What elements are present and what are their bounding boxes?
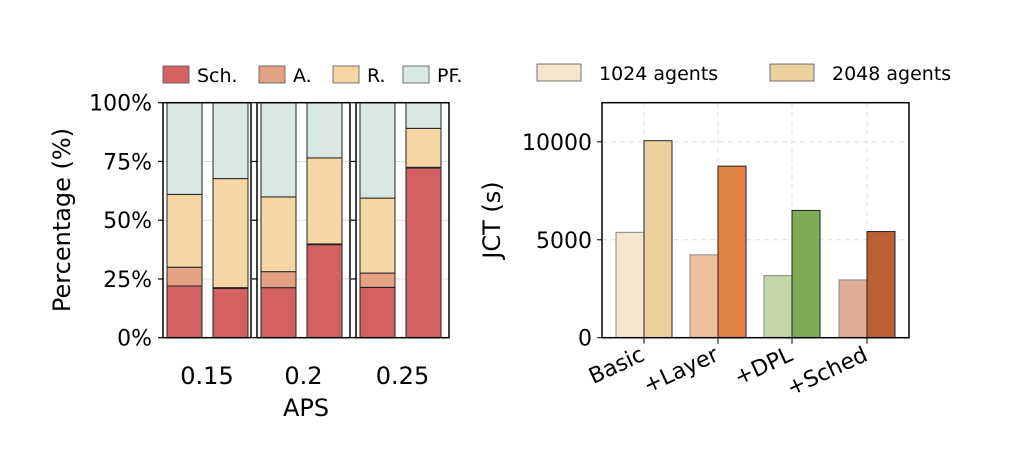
bar-segment-Sch.: [306, 244, 343, 339]
bar-segment-Sch.: [260, 287, 297, 339]
legend-2048-swatch: [769, 63, 815, 82]
bar-segment-R.: [359, 197, 396, 274]
legend-label: Sch.: [197, 65, 238, 87]
bar-segment-Sch.: [359, 286, 396, 339]
x-tick-label: +Sched: [783, 342, 871, 401]
bar-segment-R.: [306, 157, 343, 245]
y-tick-label: 0%: [117, 327, 152, 352]
bar-segment-A.: [260, 271, 297, 289]
legend-label: R.: [367, 65, 386, 87]
legend-swatch: [332, 65, 360, 84]
y-axis-label: Percentage (%): [48, 128, 76, 312]
bar-segment-R.: [212, 178, 249, 289]
y-tick-label: 10000: [522, 131, 592, 156]
bar-segment-PF.: [405, 102, 442, 129]
bar-+Sched-0: [838, 279, 868, 339]
bar-+Sched-1: [866, 231, 896, 339]
axes-frame: [601, 101, 910, 339]
x-group-label: 0.25: [376, 362, 429, 390]
panel-0: 0.15: [158, 101, 252, 390]
x-group-label: 0.2: [284, 362, 322, 390]
panel-2: 0.25: [351, 101, 450, 390]
legend-swatch: [162, 65, 190, 84]
bar-Basic-0: [615, 231, 645, 339]
legend-swatch: [402, 65, 430, 84]
bar-+DPL-0: [763, 275, 793, 339]
x-axis-label: APS: [283, 394, 329, 422]
bar-segment-PF.: [260, 102, 297, 198]
bar-+Layer-0: [689, 254, 719, 339]
bar-segment-A.: [166, 266, 203, 287]
bar-+Layer-1: [717, 165, 747, 339]
y-tick-label: 5000: [536, 229, 592, 254]
bar-segment-A.: [359, 272, 396, 288]
x-tick-label: Basic: [585, 342, 648, 389]
legend-2048-label: 2048 agents: [832, 63, 951, 85]
panel-1: 0.2: [252, 101, 351, 390]
y-axis-label: JCT (s): [478, 181, 506, 260]
y-tick-label: 75%: [103, 150, 152, 175]
legend-swatch: [258, 65, 286, 84]
bar-+DPL-1: [791, 209, 821, 339]
y-tick-label: 0: [578, 327, 592, 352]
bar-segment-Sch.: [212, 287, 249, 339]
y-tick-label: 50%: [103, 209, 152, 234]
legend-label: PF.: [437, 65, 462, 87]
y-tick-label: 25%: [103, 268, 152, 293]
bar-segment-R.: [260, 196, 297, 273]
bar-segment-PF.: [359, 102, 396, 199]
bar-Basic-1: [643, 140, 673, 339]
x-group-label: 0.15: [180, 362, 233, 390]
legend-1024-label: 1024 agents: [599, 63, 718, 85]
legend-1024-swatch: [536, 63, 582, 82]
bar-segment-PF.: [212, 102, 249, 180]
bar-segment-Sch.: [166, 285, 203, 339]
y-tick-label: 100%: [89, 92, 152, 117]
bar-segment-R.: [166, 193, 203, 268]
x-tick-label: +Layer: [640, 342, 724, 399]
legend-label: A.: [293, 65, 312, 87]
bar-segment-R.: [405, 127, 442, 168]
bar-segment-PF.: [166, 102, 203, 195]
bar-segment-Sch.: [405, 167, 442, 339]
bar-segment-PF.: [306, 102, 343, 159]
